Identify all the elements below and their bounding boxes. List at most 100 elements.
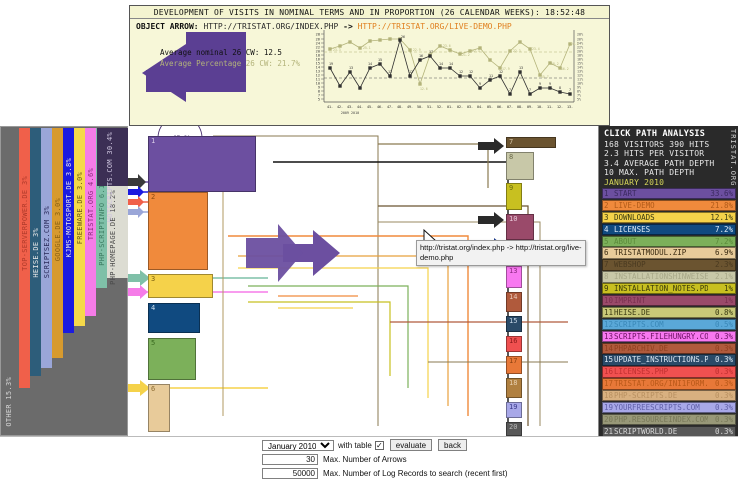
path-node-8[interactable]: 8 — [506, 152, 534, 180]
svg-text:5: 5 — [318, 97, 320, 101]
svg-text:12: 12 — [388, 70, 392, 74]
path-row[interactable]: 7 WEBSHOP 2.3% — [602, 259, 736, 271]
path-row[interactable]: 14 PHPARCHIV.DE 0.3% — [602, 342, 736, 354]
path-row[interactable]: 3 DOWNLOADS 12.1% — [602, 211, 736, 224]
svg-text:17: 17 — [429, 50, 433, 54]
path-row[interactable]: 12 SCRIPTS.COM 0.5% — [602, 318, 736, 331]
svg-text:19: 19 — [329, 62, 333, 66]
object-arrow-separator: -> — [343, 22, 353, 31]
path-name: SCRIPTWORLD.DE — [614, 426, 678, 436]
path-row[interactable]: 2 LIVE-DEMO 21.8% — [602, 199, 736, 212]
path-row[interactable]: 1 START 33.6% — [602, 188, 736, 200]
path-row[interactable]: 4 LICENSES 7.2% — [602, 223, 736, 235]
object-arrow-label: OBJECT ARROW: — [136, 22, 199, 31]
svg-text:13%: 13% — [577, 69, 583, 73]
path-node-1[interactable]: 1 — [148, 136, 256, 192]
referrer-bar-0[interactable]: TOP-SERVERPOWER.DE 3% — [19, 128, 30, 388]
path-row[interactable]: 10 IMPRINT 1% — [602, 295, 736, 307]
path-node-15-number: 15 — [509, 317, 518, 325]
path-pct: 0.3% — [714, 379, 733, 389]
path-name: DOWNLOADS — [614, 212, 655, 222]
path-node-10[interactable]: 10 — [506, 214, 534, 240]
path-name: LICENSES — [614, 224, 651, 234]
referrer-bar-4[interactable]: KJMS-MOTOSPORT.DE 3.8% — [63, 128, 74, 333]
max-records-input[interactable]: 50000 — [262, 467, 318, 479]
path-node-4[interactable]: 4 — [148, 303, 200, 333]
path-node-19[interactable]: 19 — [506, 402, 522, 418]
svg-text:7: 7 — [509, 88, 511, 92]
path-pct: 0.3% — [714, 331, 733, 341]
path-row[interactable]: 15 UPDATE_INSTRUCTIONS.PDF 0.3% — [602, 354, 736, 366]
path-node-13[interactable]: 13 — [506, 266, 522, 288]
svg-text:25.1: 25.1 — [363, 46, 371, 50]
path-node-1-number: 1 — [151, 137, 156, 145]
path-row[interactable]: 9 INSTALLATION_NOTES.PDF 1% — [602, 283, 736, 295]
path-pct: 12.1% — [710, 212, 733, 222]
referrer-bar-5[interactable]: FREEWARE.DE 3.0% — [74, 128, 85, 326]
svg-text:23.6: 23.6 — [443, 44, 451, 48]
max-arrows-input[interactable]: 30 — [262, 453, 318, 465]
svg-text:20%: 20% — [577, 49, 583, 53]
path-row[interactable]: 5 ABOUT 7.2% — [602, 235, 736, 247]
path-row[interactable]: 18 PHP-SCRIPTS.DE 0.3% — [602, 390, 736, 402]
path-node-5[interactable]: 5 — [148, 338, 196, 380]
path-node-3[interactable]: 3 — [148, 274, 213, 298]
svg-text:7: 7 — [318, 93, 320, 97]
svg-text:22%: 22% — [577, 45, 583, 49]
evaluate-button[interactable]: evaluate — [389, 439, 433, 451]
referrer-label-5: FREEWARE.DE 3.0% — [76, 172, 84, 245]
referrer-bar-6[interactable]: TRISTAT.ORG 4.6% — [85, 128, 96, 316]
referrer-bar-2[interactable]: SCRIPTSEZ.COM 3% — [41, 128, 52, 368]
path-index: 9 — [604, 284, 609, 294]
click-path-analysis-panel: TRISTAT.ORG CLICK PATH ANALYSIS 168 VISI… — [598, 126, 738, 438]
svg-text:11: 11 — [489, 74, 493, 78]
path-row[interactable]: 16 LICENSES.PHP 0.3% — [602, 366, 736, 378]
svg-text:10%: 10% — [577, 81, 583, 85]
link-tooltip: http://tristat.org/index.php -> http://t… — [416, 240, 586, 266]
path-node-2[interactable]: 2 — [148, 192, 208, 270]
month-select[interactable]: January 2010 — [262, 439, 334, 451]
svg-text:15%: 15% — [577, 61, 583, 65]
svg-text:01.: 01. — [447, 105, 453, 109]
referrer-bar-3[interactable]: GOOGLE.DE 3.0% — [52, 128, 63, 358]
svg-text:42.: 42. — [337, 105, 343, 109]
path-node-14-number: 14 — [509, 293, 518, 301]
svg-text:13: 13 — [349, 66, 353, 70]
object-arrow-line: OBJECT ARROW: HTTP://TRISTAT.ORG/INDEX.P… — [130, 19, 609, 32]
path-node-7[interactable]: 7 — [506, 137, 556, 148]
path-node-9[interactable]: 9 — [506, 183, 522, 210]
path-node-16[interactable]: 16 — [506, 336, 522, 352]
path-node-17[interactable]: 17 — [506, 356, 522, 374]
path-node-13-number: 13 — [509, 267, 518, 275]
path-node-9-number: 9 — [509, 184, 514, 192]
svg-text:24: 24 — [316, 41, 320, 45]
path-row[interactable]: 19 YOURFREESCRIPTS.COM 0.3% — [602, 402, 736, 414]
path-list: 1 START 33.6% 2 LIVE-DEMO 21.8% 3 DOWNLO… — [602, 188, 736, 438]
path-row[interactable]: 17 TRISTAT.ORG/INI1FORM.PHP 0.3% — [602, 378, 736, 390]
path-row[interactable]: 6 TRISTATMODUL.ZIP 6.9% — [602, 247, 736, 259]
svg-text:47.: 47. — [387, 105, 393, 109]
path-row[interactable]: 13 SCRIPTS.FILEHUNGRY.COM 0.3% — [602, 330, 736, 342]
path-node-14[interactable]: 14 — [506, 292, 522, 312]
path-name: PHP.RESOURCEINDEX.COM — [614, 414, 708, 424]
with-table-checkbox[interactable]: ✓ — [374, 440, 384, 450]
referrer-bar-1[interactable]: HEISE.DE 3% — [30, 128, 41, 376]
svg-text:45.: 45. — [367, 105, 373, 109]
path-node-18[interactable]: 18 — [506, 378, 522, 398]
path-name: IMPRINT — [614, 296, 646, 306]
path-node-6[interactable]: 6 — [148, 384, 170, 432]
referrer-bar-7[interactable]: PHP-SCRIPTINFO 6.1% — [96, 128, 107, 288]
path-node-20[interactable]: 20 — [506, 422, 522, 436]
path-node-15[interactable]: 15 — [506, 316, 522, 332]
path-name: START — [614, 189, 637, 198]
path-row[interactable]: 11 HEISE.DE 0.8% — [602, 306, 736, 319]
path-row[interactable]: 8 INSTALLATIONSHINWEISE.PDF 2.1% — [602, 271, 736, 283]
svg-text:13: 13 — [316, 69, 320, 73]
back-button[interactable]: back — [438, 439, 467, 451]
referrer-bar-9[interactable]: HOTSCRIPTS.COM 30.4% — [97, 128, 129, 222]
path-row[interactable]: 20 PHP.RESOURCEINDEX.COM 0.3% — [602, 413, 736, 426]
svg-text:12: 12 — [409, 70, 413, 74]
svg-text:41.: 41. — [327, 105, 333, 109]
path-pct: 33.6% — [710, 189, 733, 198]
path-index: 15 — [604, 355, 614, 365]
